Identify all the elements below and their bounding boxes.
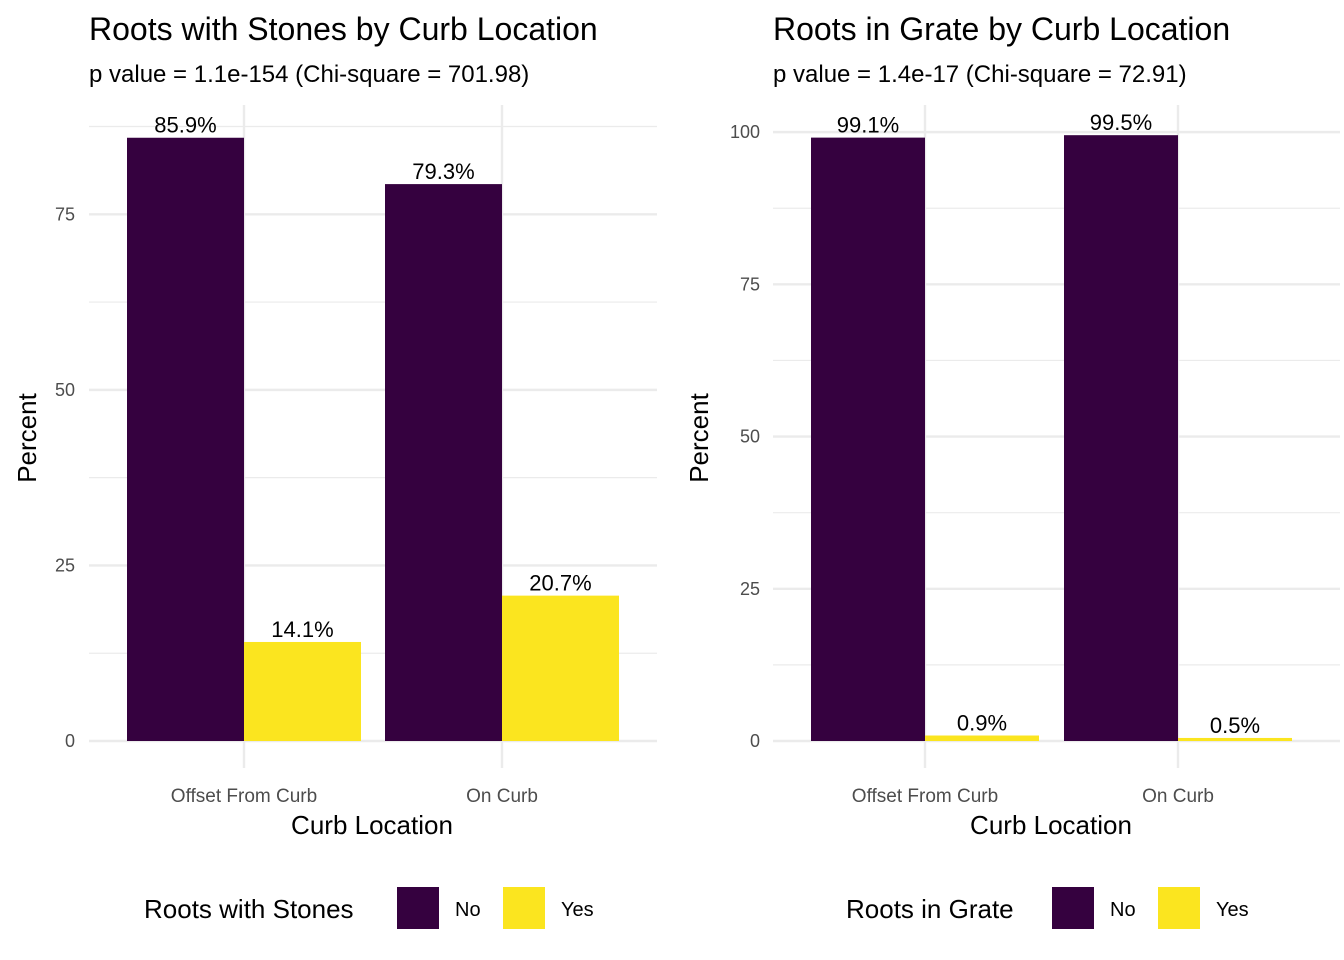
chart-right-bar-yes bbox=[925, 735, 1039, 741]
chart-right-legend-swatch-yes bbox=[1158, 887, 1200, 929]
chart-right-legend-title: Roots in Grate bbox=[846, 894, 1014, 924]
chart-right-bar-yes bbox=[1178, 737, 1292, 741]
chart-left-bar-yes bbox=[502, 595, 619, 741]
chart-right-y-tick-label: 50 bbox=[740, 427, 760, 447]
chart-right-legend-label-yes: Yes bbox=[1216, 899, 1249, 921]
chart-right-bar-label: 99.5% bbox=[1090, 110, 1152, 135]
chart-right-x-axis-title: Curb Location bbox=[970, 810, 1132, 840]
chart-right-y-tick-label: 75 bbox=[740, 274, 760, 294]
chart-left-bar-label: 14.1% bbox=[271, 617, 333, 642]
chart-left-bar-label: 79.3% bbox=[412, 159, 474, 184]
chart-right-legend: Roots in Grate No Yes bbox=[846, 887, 1249, 929]
chart-left-bar-no bbox=[127, 137, 244, 741]
chart-left-legend-title: Roots with Stones bbox=[144, 894, 354, 924]
chart-left-y-axis-title: Percent bbox=[12, 392, 42, 482]
chart-left-plot-area: 0 25 50 75 85.9% 14.1% Offset From Curb 79.3% 20… bbox=[55, 105, 657, 807]
chart-right-x-tick-label: Offset From Curb bbox=[852, 786, 998, 807]
chart-left-legend-label-no: No bbox=[455, 899, 481, 921]
chart-right-legend-label-no: No bbox=[1110, 899, 1136, 921]
chart-right-subtitle: p value = 1.4e-17 (Chi-square = 72.91) bbox=[773, 61, 1187, 88]
chart-left-bar-label: 85.9% bbox=[154, 113, 216, 138]
chart-left-bar-label: 20.7% bbox=[529, 571, 591, 596]
chart-right-legend-swatch-no bbox=[1052, 887, 1094, 929]
chart-right-y-tick-label: 100 bbox=[730, 122, 760, 142]
chart-left-title: Roots with Stones by Curb Location bbox=[89, 11, 598, 47]
chart-right-bar-no bbox=[1064, 135, 1178, 741]
chart-left-legend-swatch-yes bbox=[503, 887, 545, 929]
chart-right-y-axis-title: Percent bbox=[684, 392, 714, 482]
chart-left-bar-yes bbox=[244, 641, 361, 741]
chart-left-legend-swatch-no bbox=[397, 887, 439, 929]
chart-left-y-tick-label: 25 bbox=[55, 555, 75, 575]
chart-left-bar-no bbox=[385, 184, 502, 742]
chart-left-x-axis-title: Curb Location bbox=[291, 810, 453, 840]
chart-right: Roots in Grate by Curb Location p value … bbox=[684, 11, 1340, 929]
chart-right-plot-area: 0 25 50 75 100 99.1% 0.9% Offset From Curb 99.5%… bbox=[730, 105, 1340, 807]
chart-right-bar-label: 99.1% bbox=[837, 113, 899, 138]
chart-left-y-tick-label: 0 bbox=[65, 731, 75, 751]
chart-right-title: Roots in Grate by Curb Location bbox=[773, 11, 1230, 47]
chart-left-y-tick-label: 50 bbox=[55, 380, 75, 400]
chart-left-legend: Roots with Stones No Yes bbox=[144, 887, 594, 929]
chart-right-x-tick-label: On Curb bbox=[1142, 786, 1214, 807]
chart-left-x-tick-label: On Curb bbox=[466, 786, 538, 807]
chart-right-bar-label: 0.5% bbox=[1210, 713, 1260, 738]
chart-right-bar-no bbox=[811, 137, 925, 742]
chart-left-x-tick-label: Offset From Curb bbox=[171, 786, 317, 807]
chart-left: Roots with Stones by Curb Location p val… bbox=[12, 11, 657, 929]
chart-left-subtitle: p value = 1.1e-154 (Chi-square = 701.98) bbox=[89, 61, 529, 88]
chart-right-y-tick-label: 0 bbox=[750, 731, 760, 751]
chart-left-legend-label-yes: Yes bbox=[561, 899, 594, 921]
chart-right-y-tick-label: 25 bbox=[740, 579, 760, 599]
chart-right-bar-label: 0.9% bbox=[957, 711, 1007, 736]
chart-left-y-tick-label: 75 bbox=[55, 204, 75, 224]
